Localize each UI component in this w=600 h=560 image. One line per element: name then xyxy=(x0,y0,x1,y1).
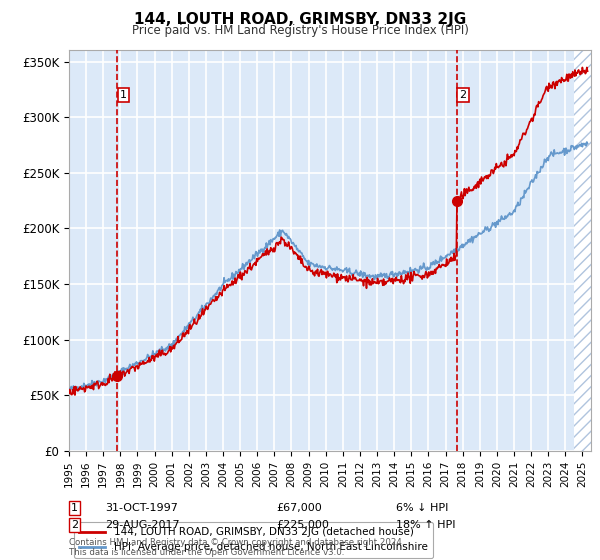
Text: 1: 1 xyxy=(120,90,127,100)
Text: £67,000: £67,000 xyxy=(276,503,322,513)
Text: 18% ↑ HPI: 18% ↑ HPI xyxy=(396,520,455,530)
Bar xyxy=(574,50,591,451)
Text: 31-OCT-1997: 31-OCT-1997 xyxy=(105,503,178,513)
Text: Price paid vs. HM Land Registry's House Price Index (HPI): Price paid vs. HM Land Registry's House … xyxy=(131,24,469,37)
Text: 2: 2 xyxy=(71,520,78,530)
Text: 144, LOUTH ROAD, GRIMSBY, DN33 2JG: 144, LOUTH ROAD, GRIMSBY, DN33 2JG xyxy=(134,12,466,27)
Text: 6% ↓ HPI: 6% ↓ HPI xyxy=(396,503,448,513)
Text: Contains HM Land Registry data © Crown copyright and database right 2024.
This d: Contains HM Land Registry data © Crown c… xyxy=(69,538,404,557)
Text: 2: 2 xyxy=(460,90,467,100)
Text: 1: 1 xyxy=(71,503,78,513)
Text: £225,000: £225,000 xyxy=(276,520,329,530)
Legend: 144, LOUTH ROAD, GRIMSBY, DN33 2JG (detached house), HPI: Average price, detache: 144, LOUTH ROAD, GRIMSBY, DN33 2JG (deta… xyxy=(74,522,433,558)
Text: 29-AUG-2017: 29-AUG-2017 xyxy=(105,520,179,530)
